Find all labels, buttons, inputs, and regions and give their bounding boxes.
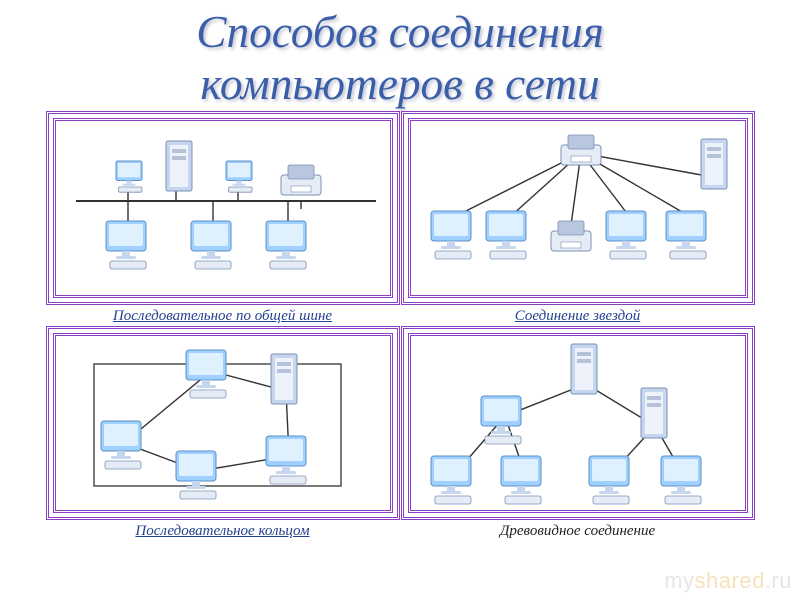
cell-star: Соединение звездой <box>407 118 748 325</box>
caption-tree: Древовидное соединение <box>500 523 655 540</box>
cell-tree: Древовидное соединение <box>407 333 748 540</box>
cell-ring: Последовательное кольцом <box>52 333 393 540</box>
caption-star[interactable]: Соединение звездой <box>515 308 641 325</box>
watermark: myshared.ru <box>664 568 792 594</box>
caption-bus[interactable]: Последовательное по общей шине <box>113 308 332 325</box>
panel-ring <box>53 333 393 513</box>
title-line1: Способов соединения <box>0 6 800 58</box>
page-title: Способов соединения компьютеров в сети <box>0 0 800 110</box>
panel-star <box>408 118 748 298</box>
panel-bus <box>53 118 393 298</box>
cell-bus: Последовательное по общей шине <box>52 118 393 325</box>
title-line2: компьютеров в сети <box>0 58 800 110</box>
caption-ring[interactable]: Последовательное кольцом <box>135 523 309 540</box>
panel-tree <box>408 333 748 513</box>
watermark-accent: shared <box>695 568 765 593</box>
watermark-pre: my <box>664 568 694 593</box>
topology-grid: Последовательное по общей шине Соединени… <box>52 118 748 540</box>
watermark-post: .ru <box>765 568 792 593</box>
